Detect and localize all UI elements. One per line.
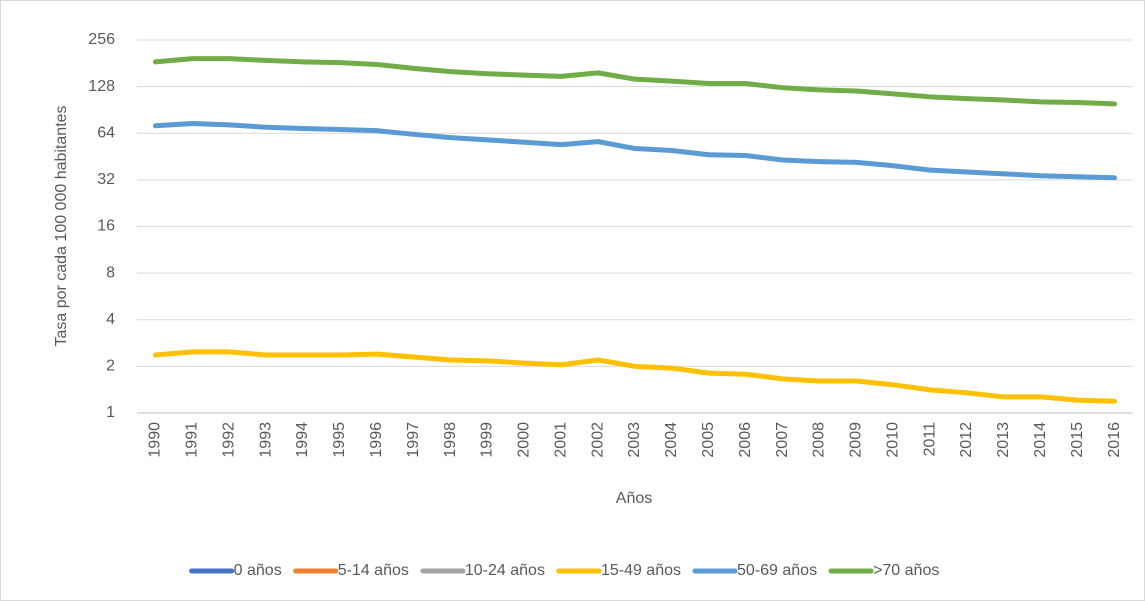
x-tick-label: 2003 [626,422,643,458]
x-tick-label: 2010 [884,422,901,458]
x-tick-label: 1999 [479,422,496,458]
x-tick-label: 2005 [700,422,717,458]
x-tick-label: 2000 [516,422,533,458]
legend-label: 50-69 años [737,562,817,579]
y-tick-label: 2 [106,358,115,375]
x-tick-label: 2015 [1069,422,1086,458]
legend-label: 15-49 años [601,562,681,579]
x-tick-label: 2008 [811,422,828,458]
legend-label: 0 años [234,562,282,579]
y-tick-label: 1 [106,404,115,421]
x-axis-title: Años [616,490,652,507]
y-tick-label: 256 [88,31,115,48]
x-tick-label: 1990 [147,422,164,458]
y-tick-label: 32 [97,171,115,188]
legend-label: >70 años [873,562,939,579]
y-tick-label: 64 [97,124,115,141]
x-tick-label: 2009 [848,422,865,458]
x-tick-label: 2007 [774,422,791,458]
x-tick-label: 2016 [1106,422,1123,458]
x-tick-label: 1995 [331,422,348,458]
x-tick-label: 1998 [442,422,459,458]
x-tick-label: 1992 [220,422,237,458]
series-line [152,349,1118,404]
legend-label: 10-24 años [465,562,545,579]
x-tick-label: 2006 [737,422,754,458]
x-tick-label: 1991 [184,422,201,458]
x-tick-label: 2002 [589,422,606,458]
x-tick-label: 2004 [663,422,680,458]
x-tick-label: 1997 [405,422,422,458]
y-tick-label: 8 [106,264,115,281]
x-tick-label: 1993 [257,422,274,458]
x-tick-label: 2012 [958,422,975,458]
x-tick-label: 1994 [294,422,311,458]
x-tick-label: 2001 [552,422,569,458]
y-tick-label: 16 [97,218,115,235]
x-tick-label: 1996 [368,422,385,458]
x-tick-label: 2011 [921,422,938,457]
x-tick-label: 2014 [1032,422,1049,458]
series-line [152,120,1118,181]
legend-label: 5-14 años [338,562,409,579]
y-tick-label: 128 [88,78,115,95]
series-line [152,56,1118,107]
x-tick-label: 2013 [995,422,1012,458]
y-tick-label: 4 [106,311,115,328]
y-axis-title: Tasa por cada 100 000 habitantes [53,105,70,346]
